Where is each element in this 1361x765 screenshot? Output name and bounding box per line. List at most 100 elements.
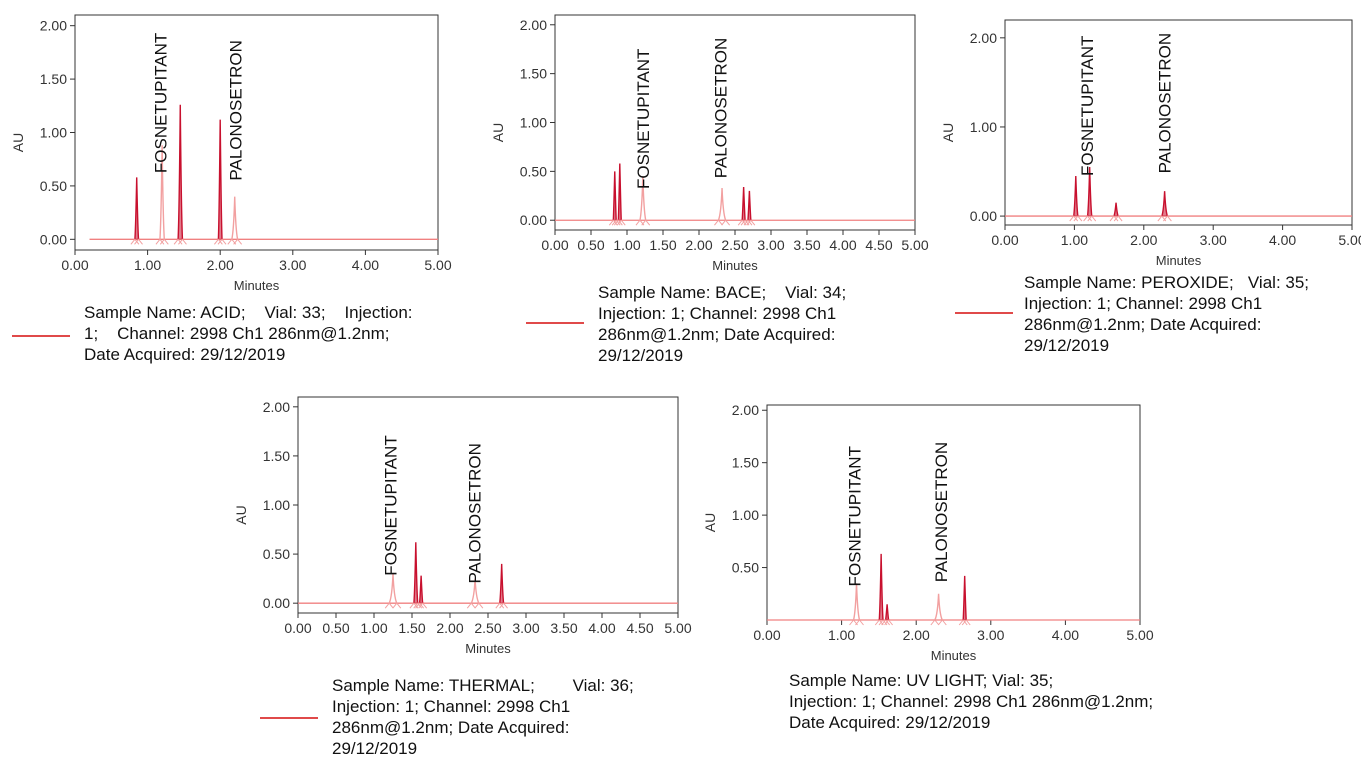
- peak: [155, 145, 169, 245]
- peak: [1109, 202, 1123, 222]
- peak-label: FOSNETUPITANT: [382, 435, 401, 575]
- x-axis-label: Minutes: [931, 648, 977, 663]
- x-tick-label: 4.00: [352, 257, 379, 273]
- legend-line: Injection: 1; Channel: 2998 Ch1 286nm@1.…: [789, 692, 1154, 711]
- peak-label: PALONOSETRON: [1156, 33, 1175, 173]
- x-tick-label: 2.00: [903, 627, 930, 643]
- peak: [466, 578, 484, 609]
- x-tick-label: 0.00: [753, 627, 780, 643]
- x-tick-label: 5.00: [1338, 232, 1361, 248]
- legend-line: Injection: 1; Channel: 2998 Ch1: [332, 697, 571, 716]
- legend-line: 29/12/2019: [598, 346, 684, 365]
- y-tick-label: 0.00: [970, 208, 997, 224]
- legend-line: 286nm@1.2nm; Date Acquired:: [598, 325, 836, 344]
- legend-line: Sample Name: UV LIGHT; Vial: 35;: [789, 671, 1054, 690]
- plot-frame: [74, 14, 439, 251]
- plot-frame: [766, 404, 1141, 621]
- y-tick-label: 0.50: [40, 178, 67, 194]
- y-tick-label: 2.00: [970, 30, 997, 46]
- x-tick-label: 1.50: [398, 620, 425, 636]
- legend-swatch: [955, 312, 1013, 314]
- plot-frame: [1004, 19, 1353, 226]
- peak: [173, 104, 187, 245]
- legend-line: 29/12/2019: [332, 739, 418, 758]
- x-tick-label: 5.00: [424, 257, 451, 273]
- x-tick-label: 3.00: [1200, 232, 1227, 248]
- x-tick-label: 5.00: [664, 620, 691, 636]
- y-tick-label: 1.50: [732, 455, 759, 471]
- x-tick-label: 3.00: [977, 627, 1004, 643]
- legend-thermal: Sample Name: THERMAL; Vial: 36; Injection…: [332, 675, 692, 759]
- legend-swatch: [12, 335, 70, 337]
- y-tick-label: 1.00: [732, 507, 759, 523]
- x-tick-label: 2.00: [1130, 232, 1157, 248]
- legend-line: 286nm@1.2nm; Date Acquired:: [1024, 315, 1262, 334]
- y-tick-label: 1.00: [263, 497, 290, 513]
- chart-peroxide: 0.00 1.00 2.00 0.00 1.00 2.00 3.00 4.00 5.00 Minu…: [940, 0, 1361, 380]
- chart-thermal-svg: 0.00 0.50 1.00 1.50 2.00 0.00 0.50 1.00 1.50 2.00…: [233, 396, 692, 656]
- peak-label: FOSNETUPITANT: [845, 446, 864, 586]
- y-tick-label: 0.50: [520, 163, 547, 179]
- x-tick-label: 4.50: [626, 620, 653, 636]
- peak: [881, 604, 893, 626]
- peak: [1157, 191, 1172, 222]
- y-axis-label: AU: [702, 513, 718, 532]
- chart-uv-light: 0.50 1.00 1.50 2.00 0.00 1.00 2.00 3.00 4.00 5.00…: [695, 390, 1155, 765]
- legend-line: Sample Name: BACE; Vial: 34;: [598, 283, 847, 302]
- y-tick-label: 0.00: [40, 231, 67, 247]
- legend-line: Injection: 1; Channel: 2998 Ch1: [598, 304, 837, 323]
- x-tick-label: 2.00: [436, 620, 463, 636]
- x-axis-label: Minutes: [465, 641, 511, 656]
- x-tick-label: 0.00: [991, 232, 1018, 248]
- y-tick-label: 1.50: [263, 448, 290, 464]
- x-tick-label: 1.00: [1061, 232, 1088, 248]
- chart-thermal: 0.00 0.50 1.00 1.50 2.00 0.00 0.50 1.00 1.50 2.00…: [230, 385, 692, 765]
- chart-base: 0.00 0.50 1.00 1.50 2.00 0.00 0.50 1.00 1.50 2.00…: [490, 0, 940, 380]
- y-tick-label: 1.00: [970, 119, 997, 135]
- y-tick-label: 1.00: [520, 115, 547, 131]
- peak: [874, 553, 888, 626]
- peak-label: PALONOSETRON: [712, 38, 731, 178]
- peak: [737, 186, 750, 226]
- legend-acid: Sample Name: ACID; Vial: 33; Injection: 1…: [84, 302, 464, 365]
- x-tick-label: 1.00: [360, 620, 387, 636]
- peak-label: FOSNETUPITANT: [1078, 36, 1097, 176]
- x-tick-label: 4.50: [865, 237, 892, 253]
- x-tick-label: 1.00: [828, 627, 855, 643]
- peak-label: FOSNETUPITANT: [634, 49, 653, 189]
- y-tick-label: 2.00: [263, 399, 290, 415]
- legend-line: 29/12/2019: [1024, 336, 1110, 355]
- peak: [714, 187, 731, 226]
- x-tick-label: 0.50: [322, 620, 349, 636]
- peak: [495, 563, 508, 609]
- x-axis-label: Minutes: [234, 278, 280, 293]
- y-tick-label: 0.00: [263, 595, 290, 611]
- legend-line: Sample Name: THERMAL; Vial: 36;: [332, 676, 634, 695]
- chart-base-svg: 0.00 0.50 1.00 1.50 2.00 0.00 0.50 1.00 1.50 2.00…: [490, 14, 929, 273]
- x-tick-label: 4.00: [588, 620, 615, 636]
- y-tick-label: 2.00: [520, 17, 547, 33]
- x-tick-label: 3.50: [793, 237, 820, 253]
- x-tick-label: 3.00: [512, 620, 539, 636]
- y-tick-label: 2.00: [732, 402, 759, 418]
- y-tick-label: 1.00: [40, 125, 67, 141]
- y-axis-label: AU: [233, 505, 249, 524]
- chart-peroxide-svg: 0.00 1.00 2.00 0.00 1.00 2.00 3.00 4.00 5.00 Minu…: [940, 19, 1361, 268]
- peak-label: FOSNETUPITANT: [152, 33, 171, 173]
- peak: [227, 196, 243, 245]
- legend-swatch: [526, 322, 584, 324]
- peak: [743, 190, 756, 226]
- x-tick-label: 4.00: [1269, 232, 1296, 248]
- x-tick-label: 5.00: [1126, 627, 1153, 643]
- plot-frame: [554, 14, 916, 231]
- legend-peroxide: Sample Name: PEROXIDE; Vial: 35; Injectio…: [1024, 272, 1359, 356]
- peak-label: PALONOSETRON: [932, 442, 951, 582]
- peak: [384, 573, 402, 609]
- legend-uv-light: Sample Name: UV LIGHT; Vial: 35; Injectio…: [789, 670, 1249, 733]
- y-axis-label: AU: [940, 123, 956, 142]
- legend-swatch: [260, 717, 318, 719]
- peak: [613, 163, 626, 226]
- chart-acid: 0.00 0.50 1.00 1.50 2.00 0.00 1.00 2.00 3.00 4.00…: [0, 0, 452, 380]
- peak: [635, 176, 651, 226]
- x-tick-label: 1.00: [134, 257, 161, 273]
